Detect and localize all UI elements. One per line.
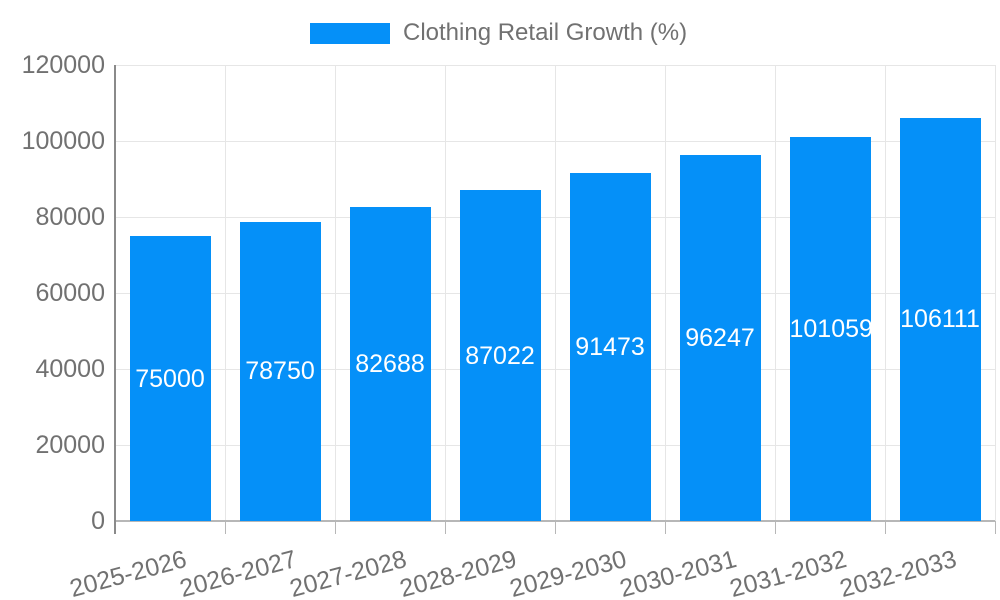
y-axis-tick-label: 80000 xyxy=(35,203,105,231)
x-axis-tick-mark xyxy=(334,521,336,534)
gridline-vertical xyxy=(664,65,666,521)
bar xyxy=(349,206,431,521)
legend-label: Clothing Retail Growth (%) xyxy=(403,19,688,46)
bar-value-label: 82688 xyxy=(355,349,425,378)
bar-value-label: 101059 xyxy=(789,314,873,343)
bar-value-label: 75000 xyxy=(135,364,205,393)
x-axis-tick-label: 2026-2027 xyxy=(177,545,300,600)
x-axis-tick-mark xyxy=(664,521,666,534)
x-axis-tick-label: 2030-2031 xyxy=(617,545,740,600)
y-axis-line xyxy=(114,65,116,534)
gridline-vertical xyxy=(554,65,556,521)
bar-value-label: 96247 xyxy=(685,324,755,353)
x-axis-tick-mark xyxy=(224,521,226,534)
gridline-vertical xyxy=(994,65,996,521)
bar xyxy=(129,236,211,521)
gridline-vertical xyxy=(884,65,886,521)
x-axis-tick-label: 2031-2032 xyxy=(727,545,850,600)
x-axis-tick-mark xyxy=(554,521,556,534)
x-axis-line xyxy=(115,520,995,522)
bar-value-label: 78750 xyxy=(245,357,315,386)
x-axis-tick-mark xyxy=(444,521,446,534)
bar xyxy=(239,221,321,521)
x-axis-tick-label: 2027-2028 xyxy=(287,545,410,600)
bar xyxy=(459,190,541,521)
legend-swatch-icon xyxy=(310,22,390,44)
bar xyxy=(789,136,871,521)
y-axis-tick-label: 60000 xyxy=(35,279,105,307)
y-axis-tick-label: 100000 xyxy=(21,127,105,155)
gridline-vertical xyxy=(774,65,776,521)
y-axis-tick-label: 120000 xyxy=(21,51,105,79)
x-axis-tick-mark xyxy=(774,521,776,534)
x-axis-tick-label: 2032-2033 xyxy=(837,545,960,600)
bar-value-label: 87022 xyxy=(465,341,535,370)
gridline-vertical xyxy=(224,65,226,521)
y-axis-tick-label: 40000 xyxy=(35,355,105,383)
y-axis-tick-label: 0 xyxy=(91,507,105,535)
legend: Clothing Retail Growth (%) xyxy=(310,20,687,46)
bar-value-label: 106111 xyxy=(900,305,980,334)
bar xyxy=(679,155,761,521)
y-axis-tick-label: 20000 xyxy=(35,431,105,459)
bar-value-label: 91473 xyxy=(575,333,645,362)
gridline-vertical xyxy=(334,65,336,521)
bar xyxy=(899,117,981,521)
gridline-vertical xyxy=(444,65,446,521)
x-axis-tick-label: 2028-2029 xyxy=(397,545,520,600)
bar xyxy=(569,173,651,521)
x-axis-tick-label: 2029-2030 xyxy=(507,545,630,600)
x-axis-tick-mark xyxy=(994,521,996,534)
x-axis-tick-mark xyxy=(884,521,886,534)
x-axis-tick-label: 2025-2026 xyxy=(67,545,190,600)
